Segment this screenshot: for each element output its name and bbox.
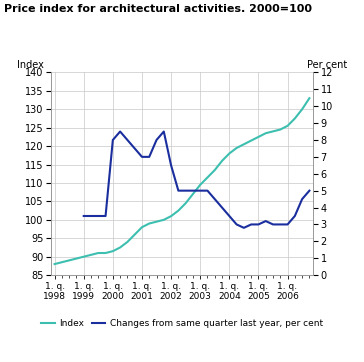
Text: Index: Index: [17, 60, 44, 70]
Text: Per cent: Per cent: [307, 60, 347, 70]
Text: Price index for architectural activities. 2000=100: Price index for architectural activities…: [4, 4, 312, 14]
Legend: Index, Changes from same quarter last year, per cent: Index, Changes from same quarter last ye…: [37, 315, 327, 332]
